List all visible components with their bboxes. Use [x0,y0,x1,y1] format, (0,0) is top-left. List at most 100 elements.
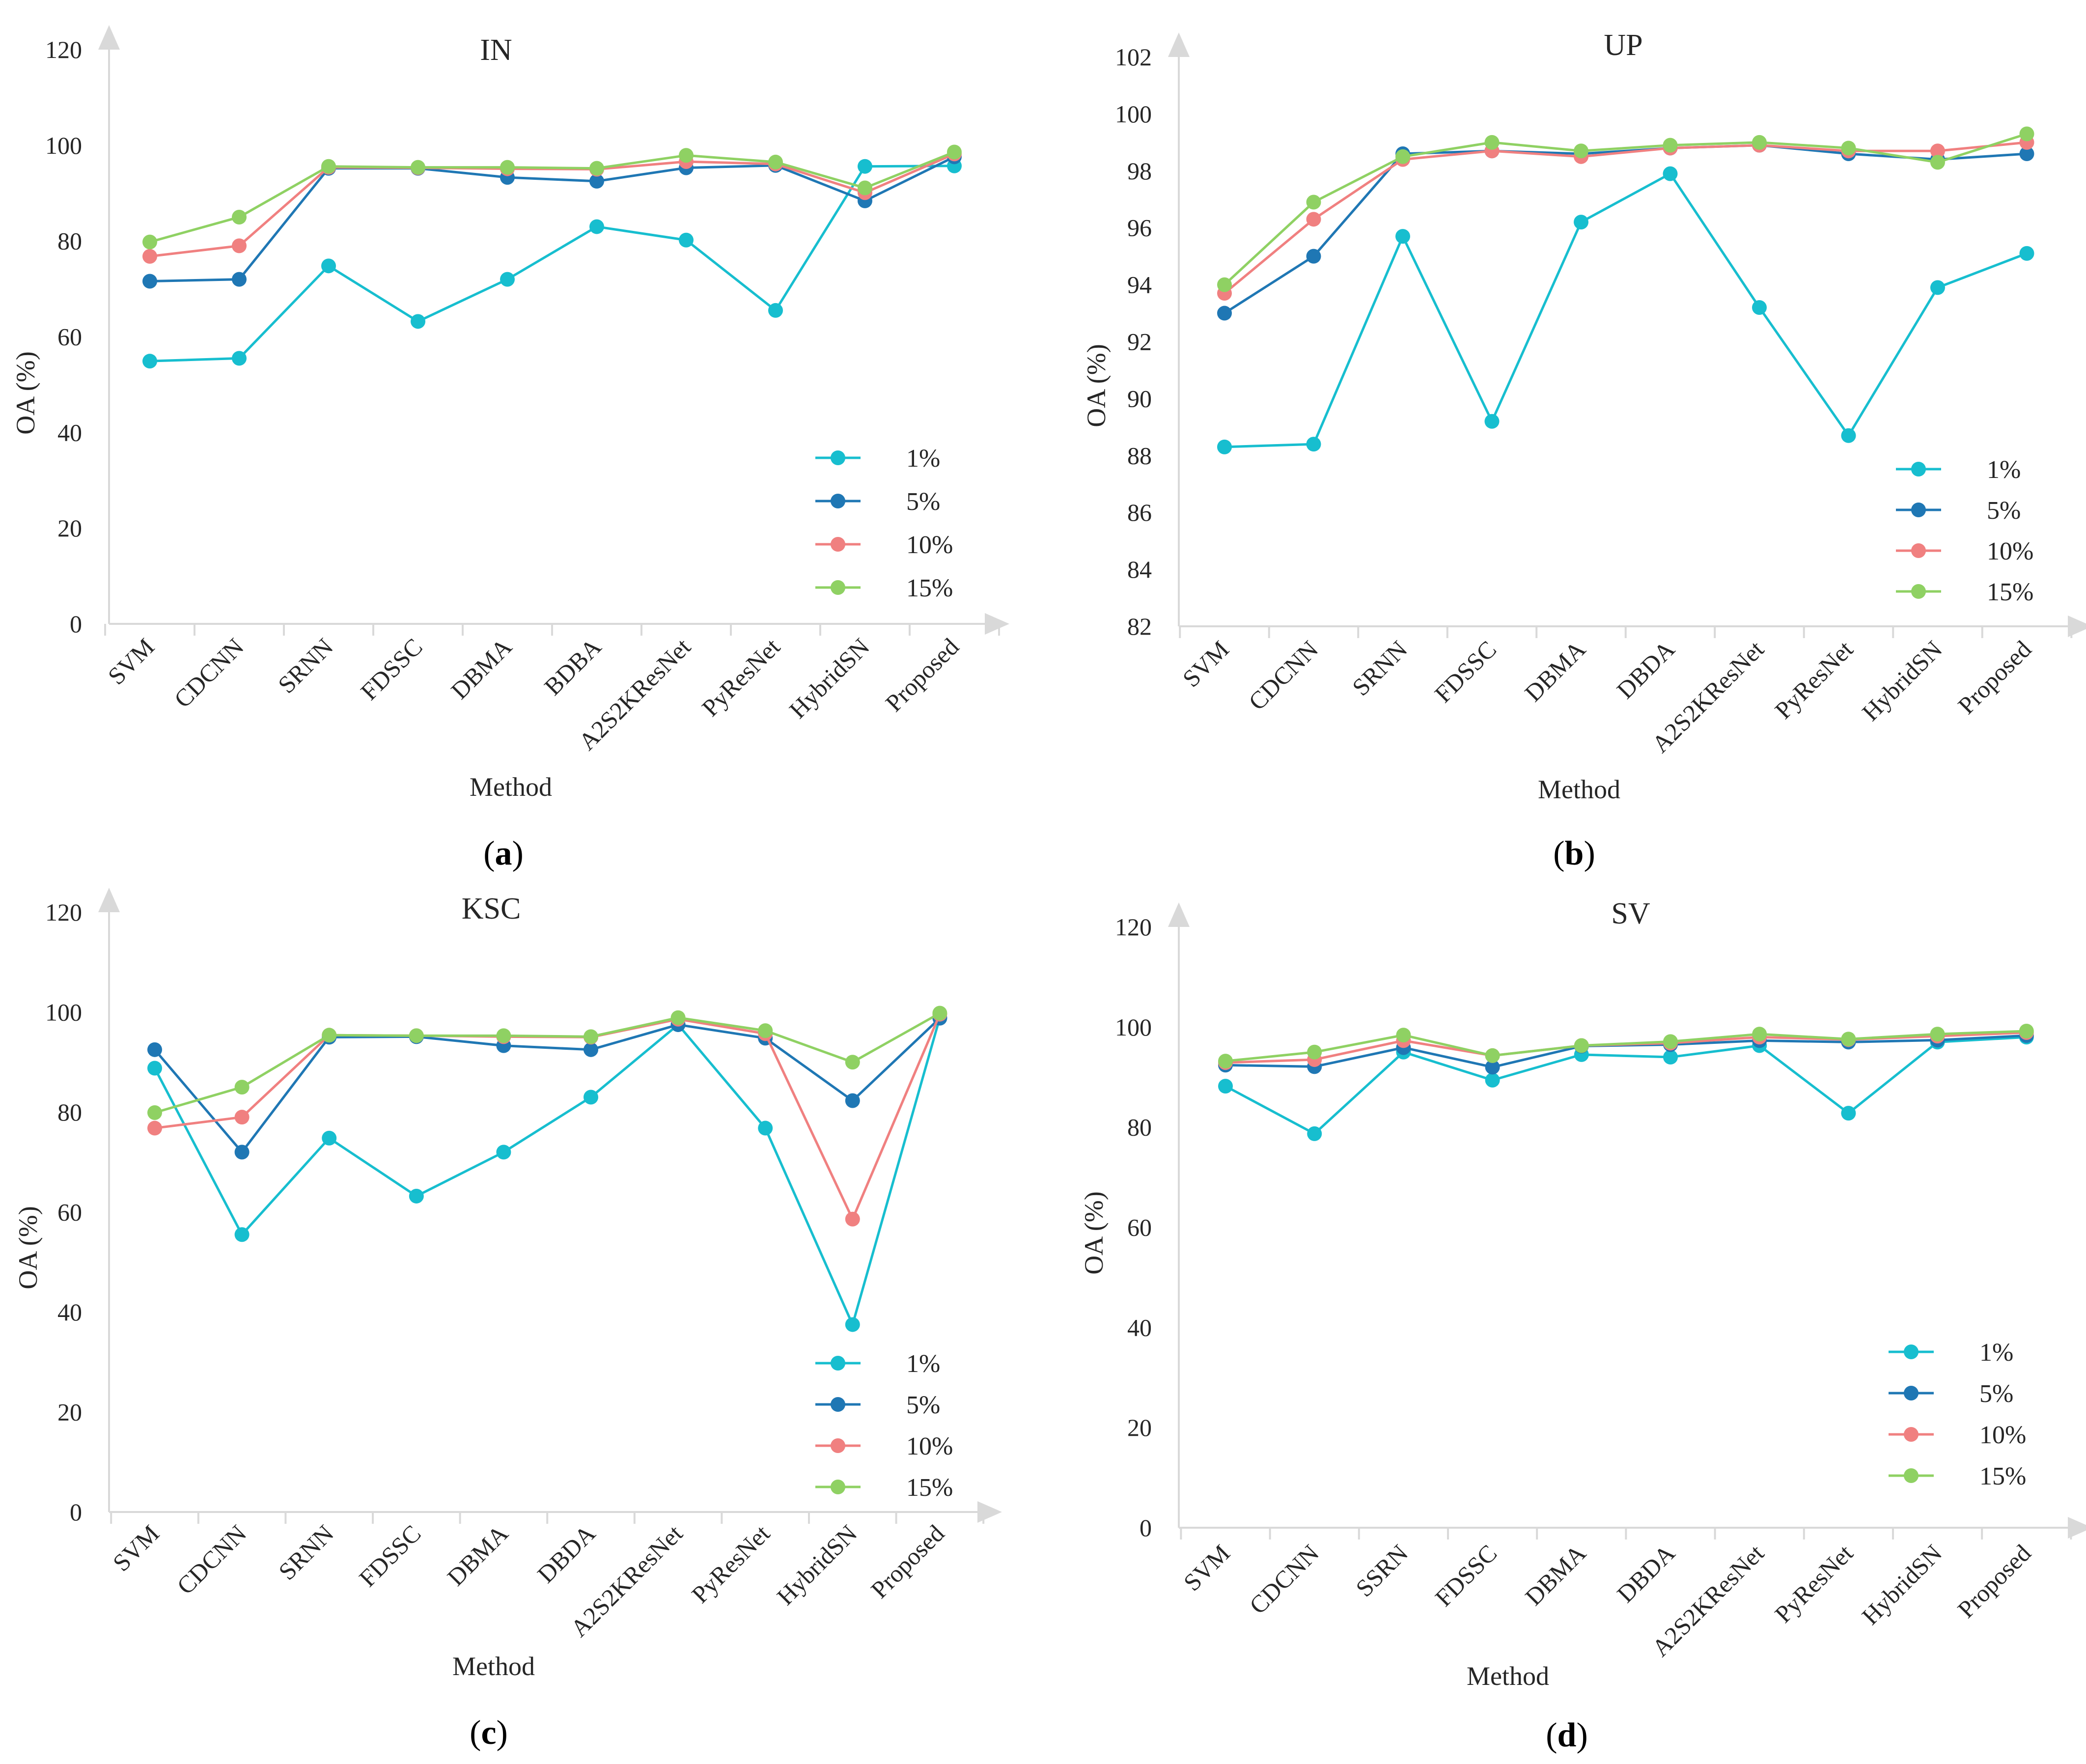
x-tick-label-proposed: Proposed [880,633,964,717]
legend-label-10pct: 10% [906,531,953,559]
data-point-10pct-cdcnn [234,1110,250,1125]
legend-marker-5pct [831,1397,845,1412]
x-tick-label-pyresnet: PyResNet [1769,635,1858,724]
series-5pct [1217,138,2034,321]
y-tick-label: 94 [1127,271,1152,299]
data-point-5pct-hybridsn [845,1093,860,1108]
x-tick-label-dbma: DBMA [445,633,517,704]
x-tick-label-proposed: Proposed [1952,1539,2036,1623]
data-point-15pct-svm [142,234,157,250]
data-point-5pct-cdcnn [234,1145,250,1160]
x-axis-label: Method [452,1652,535,1681]
data-point-1pct-fdssc [409,1188,424,1204]
legend-marker-1pct [1911,462,1926,476]
data-point-1pct-pyresnet [768,303,783,318]
data-point-1pct-svm [1218,1079,1233,1094]
series-5pct [147,1010,947,1160]
legend-label-15pct: 15% [906,574,953,602]
data-point-15pct-hybridsn [1930,1027,1945,1042]
series-line-1pct [1224,1036,2027,1135]
legend-label-5pct: 5% [1987,497,2021,525]
data-point-10pct-hybridsn [845,1211,860,1227]
data-point-1pct-fdssc [1484,414,1500,429]
x-tick-label-hybridsn: HybridSN [784,633,875,724]
data-point-1pct-hybridsn [858,159,872,174]
data-point-15pct-fdssc [1484,135,1500,150]
y-axis-label: OA (%) [11,351,40,434]
x-tick-label-dbma: DBMA [1519,635,1591,707]
data-point-15pct-a2s2kresnet [679,148,694,163]
data-point-1pct-dbma [500,272,515,287]
data-point-15pct-proposed [2019,126,2034,141]
series-line-15pct [1224,133,2028,286]
legend-marker-15pct [1904,1468,1919,1483]
x-tick-label-fdssc: FDSSC [355,633,428,705]
data-point-15pct-ssrn [1396,1028,1411,1043]
chart-title: UP [1604,28,1642,62]
chart-panel-c: 0 20 40 60 80 100 120 SVM CDCNN SRNN FDSSC DBMA DBDA… [13,888,1002,1752]
panel-label: (a) [483,835,524,872]
data-point-15pct-dbda [1663,138,1678,153]
data-point-15pct-dbda [584,1029,598,1044]
data-point-5pct-dbda [584,1042,598,1057]
x-tick-label-svm: SVM [108,1519,165,1576]
x-tick-label-srnn: SRNN [273,1519,339,1585]
y-axis-label: OA (%) [13,1206,43,1289]
y-tick-label: 100 [45,132,82,159]
data-point-1pct-pyresnet [758,1120,773,1136]
y-tick-label: 0 [70,610,82,638]
data-point-5pct-fdssc [1485,1060,1500,1075]
panel-label: (d) [1546,1716,1588,1754]
legend-label-1pct: 1% [1987,456,2021,484]
data-point-15pct-a2s2kresnet [670,1010,686,1025]
data-point-15pct-svm [147,1105,162,1120]
x-tick-label-bdba: BDBA [539,633,607,700]
chart-title: KSC [462,892,521,925]
data-point-15pct-pyresnet [1841,140,1856,156]
legend-marker-1pct [831,450,845,465]
data-point-5pct-svm [147,1042,162,1057]
series-line-10pct [154,1013,941,1221]
series-line-10pct [1225,1031,2027,1064]
chart-panel-d: 0 20 40 60 80 100 120 SVM CDCNN SSRN FDSSC DBMA DBDA… [1079,897,2086,1754]
data-point-15pct-svm [1217,277,1232,292]
x-tick-label-dbma: DBMA [1520,1539,1591,1611]
legend-marker-15pct [831,1480,845,1494]
series-15pct [1218,1023,2034,1069]
data-point-15pct-cdcnn [232,209,247,224]
y-tick-label: 20 [57,1399,82,1426]
data-point-10pct-cdcnn [232,238,247,253]
data-point-1pct-srnn [322,1130,337,1146]
y-axis-arrow-icon [98,25,120,50]
data-point-15pct-dbda [1663,1034,1678,1049]
y-tick-label: 102 [1115,43,1152,71]
series-line-15pct [149,151,955,244]
data-point-15pct-a2s2kresnet [1752,1027,1767,1042]
data-point-15pct-a2s2kresnet [1752,135,1767,150]
data-point-5pct-cdcnn [232,272,247,287]
legend-label-15pct: 15% [906,1474,953,1502]
series-10pct [1217,135,2034,301]
x-tick-label-dbda: DBDA [1611,635,1680,704]
y-tick-label: 120 [45,36,82,63]
data-point-15pct-fdssc [409,1028,424,1043]
y-tick-label: 88 [1127,442,1152,469]
y-tick-label: 100 [1115,100,1152,128]
data-point-1pct-a2s2kresnet [679,232,694,248]
x-axis-arrow-icon [985,613,1009,635]
data-point-1pct-a2s2kresnet [1752,300,1767,315]
y-axis-label: OA (%) [1082,344,1111,427]
y-tick-label: 20 [57,514,82,542]
data-point-15pct-cdcnn [1306,195,1321,210]
data-point-5pct-bdba [589,173,604,189]
data-point-1pct-fdssc [1485,1072,1500,1088]
series-10pct [147,1007,947,1227]
y-tick-label: 90 [1127,385,1152,412]
x-tick-label-hybridsn: HybridSN [1857,635,1947,726]
legend-label-1pct: 1% [906,1350,940,1378]
series-line-5pct [149,155,955,282]
x-axis-arrow-icon [977,1501,1002,1523]
series-line-1pct [149,165,955,363]
data-point-1pct-cdcnn [232,351,247,366]
legend-marker-10pct [831,1438,845,1453]
